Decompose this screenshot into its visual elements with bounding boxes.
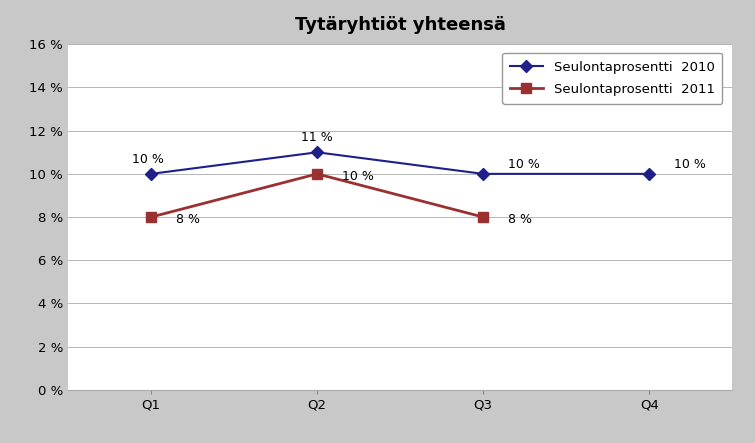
Seulontaprosentti  2010 <box>146 171 156 177</box>
Text: 10 %: 10 % <box>342 170 374 183</box>
Title: Tytäryhtiöt yhteensä: Tytäryhtiöt yhteensä <box>294 16 506 35</box>
Seulontaprosentti  2010 <box>479 171 488 177</box>
Text: 10 %: 10 % <box>674 158 706 171</box>
Legend: Seulontaprosentti  2010, Seulontaprosentti  2011: Seulontaprosentti 2010, Seulontaprosentt… <box>502 53 723 104</box>
Seulontaprosentti  2010 <box>645 171 654 177</box>
Seulontaprosentti  2011 <box>479 214 488 220</box>
Text: 11 %: 11 % <box>301 131 333 144</box>
Text: 8 %: 8 % <box>508 214 532 226</box>
Line: Seulontaprosentti  2010: Seulontaprosentti 2010 <box>146 148 654 178</box>
Line: Seulontaprosentti  2011: Seulontaprosentti 2011 <box>146 169 488 222</box>
Seulontaprosentti  2010 <box>313 150 322 155</box>
Text: 10 %: 10 % <box>508 158 540 171</box>
Text: 10 %: 10 % <box>132 152 164 166</box>
Text: 8 %: 8 % <box>176 214 200 226</box>
Seulontaprosentti  2011 <box>313 171 322 177</box>
Seulontaprosentti  2011 <box>146 214 156 220</box>
